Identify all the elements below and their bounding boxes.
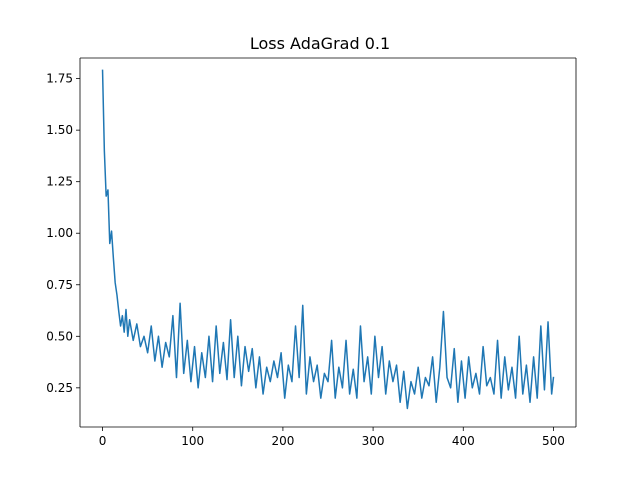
y-tick-label: 1.00 xyxy=(46,226,73,240)
y-tick-label: 1.75 xyxy=(46,72,73,86)
axes: 0 100 200 300 400 500 0.25 0.50 0.75 1.00 1.25 1.50… xyxy=(46,57,577,448)
x-tick-label: 300 xyxy=(362,434,385,448)
plot-area xyxy=(101,69,555,410)
x-tick-label: 200 xyxy=(271,434,294,448)
x-tick-label: 0 xyxy=(99,434,107,448)
y-tick-label: 1.25 xyxy=(46,175,73,189)
y-tick-label: 0.75 xyxy=(46,278,73,292)
x-tick-label: 400 xyxy=(452,434,475,448)
y-tick-label: 1.50 xyxy=(46,123,73,137)
chart-title: Loss AdaGrad 0.1 xyxy=(250,34,390,53)
x-tick-label: 500 xyxy=(542,434,565,448)
y-tick-label: 0.50 xyxy=(46,329,73,343)
series-line-0 xyxy=(101,69,555,410)
y-tick-label: 0.25 xyxy=(46,381,73,395)
x-tick-label: 100 xyxy=(181,434,204,448)
